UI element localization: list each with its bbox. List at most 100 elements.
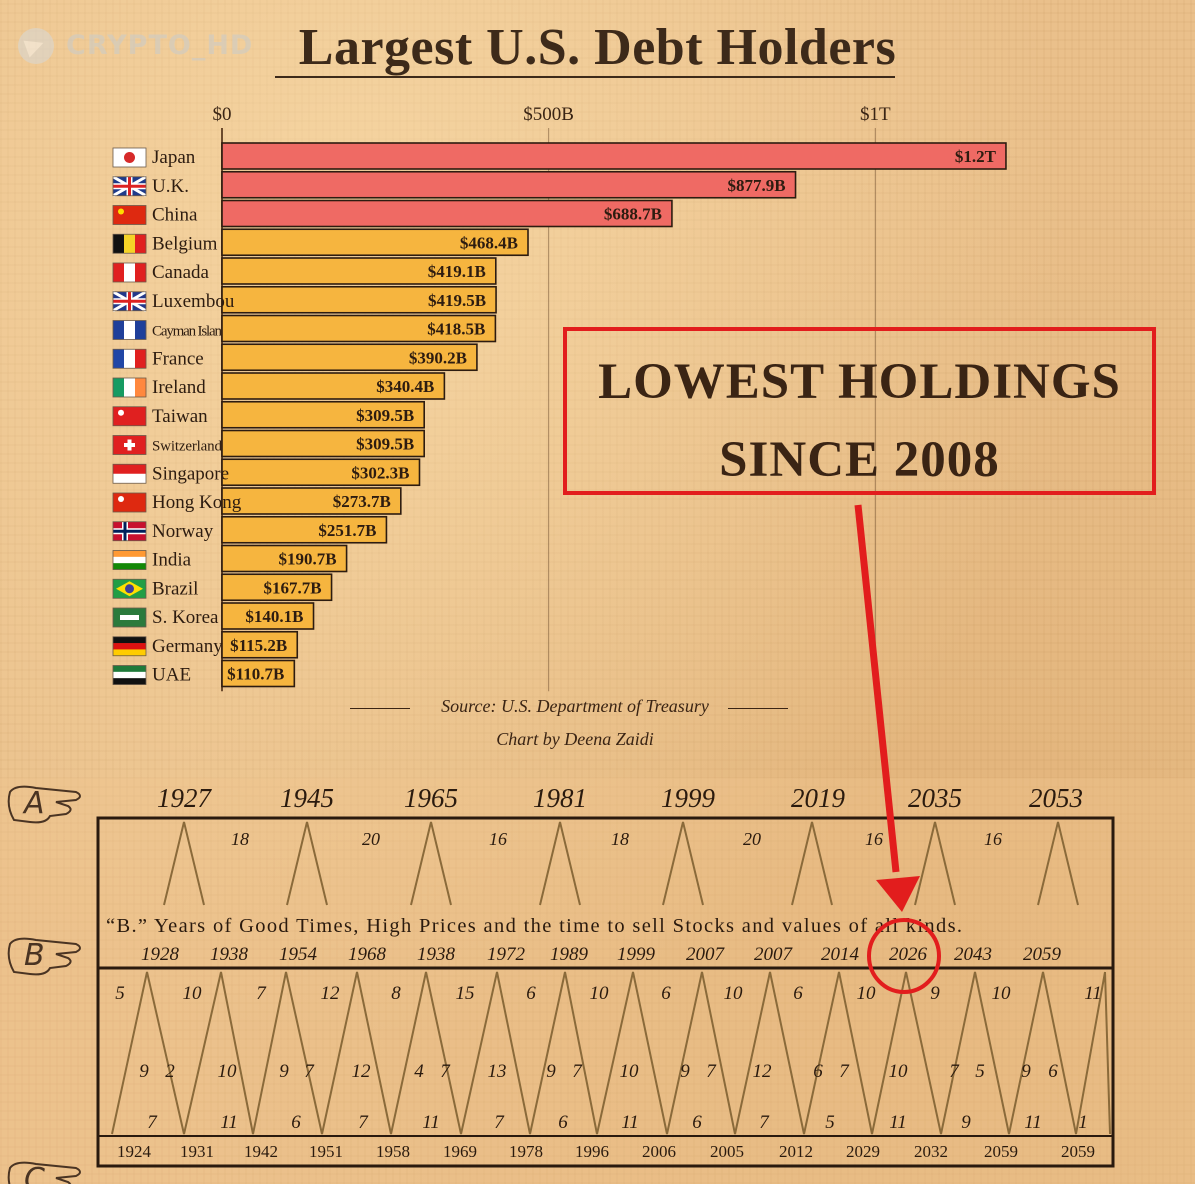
bar — [221, 257, 497, 285]
flag-icon — [112, 205, 147, 225]
category-label: Japan — [152, 147, 196, 168]
row-a-year: 1999 — [661, 783, 716, 813]
flag-icon — [112, 435, 147, 455]
chart-credit: Chart by Deena Zaidi — [496, 729, 654, 749]
source-note: Source: U.S. Department of Treasury — [441, 696, 709, 716]
flag-stripe — [113, 678, 146, 685]
bar — [221, 458, 421, 487]
flag-border — [112, 578, 147, 599]
category-label: Ireland — [152, 377, 206, 398]
bar-value-label: $110.7B — [227, 665, 284, 684]
cycle-peak — [791, 821, 833, 906]
middle-number: 10 — [889, 1061, 909, 1082]
telegram-icon — [18, 28, 54, 64]
lower-number: 7 — [358, 1112, 369, 1133]
bar — [221, 429, 425, 458]
middle-number: 9 — [139, 1061, 149, 1082]
source-rule-right — [728, 708, 788, 709]
row-c-year: 2012 — [779, 1142, 813, 1161]
flag-border — [112, 550, 147, 570]
category-label: Cayman Islan — [152, 324, 223, 340]
flag-icon — [112, 665, 147, 685]
bar-value-label: $309.5B — [356, 406, 414, 425]
category-label: Taiwan — [152, 406, 208, 427]
category-label: Norway — [152, 521, 214, 542]
flag-stripe — [124, 263, 136, 282]
row-c-year: 2032 — [914, 1142, 948, 1161]
middle-number: 7 — [440, 1061, 451, 1082]
bar — [221, 142, 1007, 170]
flag-border — [112, 521, 147, 542]
bar — [221, 630, 299, 659]
lower-number: 11 — [422, 1112, 440, 1133]
row-b-year: 1999 — [617, 944, 656, 965]
upper-number: 12 — [321, 983, 341, 1004]
flag-icon — [112, 233, 147, 254]
flag-icon — [112, 348, 147, 369]
flag-icon — [112, 578, 147, 599]
upper-number: 6 — [793, 983, 803, 1004]
flag-border — [112, 636, 147, 657]
category-label: Luxembou — [152, 291, 235, 312]
flag-border — [112, 348, 147, 369]
category-label: India — [152, 550, 192, 571]
row-c-year: 2059 — [984, 1142, 1018, 1161]
flag-stripe — [113, 636, 146, 644]
row-a-year: 1981 — [533, 783, 587, 813]
flag-border — [112, 205, 147, 225]
pointing-hand-b-icon: B — [6, 934, 86, 980]
row-a-interval: 16 — [865, 829, 883, 849]
row-c-year: 1942 — [244, 1142, 278, 1161]
bar-value-label: $340.4B — [376, 377, 434, 396]
row-b-caption: “B.” Years of Good Times, High Prices an… — [106, 915, 962, 937]
row-b-year: 2007 — [754, 944, 794, 965]
middle-number: 7 — [949, 1061, 960, 1082]
row-c-year: 2005 — [710, 1142, 744, 1161]
flag-stripe — [113, 320, 125, 340]
middle-number: 6 — [1048, 1061, 1058, 1082]
flag-border — [112, 320, 147, 340]
upper-number: 10 — [183, 983, 203, 1004]
upper-number: 7 — [256, 983, 267, 1004]
category-label: Canada — [152, 262, 210, 283]
cycle-peak — [539, 821, 581, 906]
flag-stripe — [113, 473, 146, 484]
flag-border — [112, 233, 147, 254]
row-a-interval: 20 — [743, 829, 761, 849]
row-b-year: 2014 — [821, 944, 860, 965]
row-a-letter: A — [24, 786, 45, 821]
x-tick-label: $0 — [213, 104, 232, 125]
row-c-year: 1969 — [443, 1142, 477, 1161]
flag-stripe — [124, 349, 136, 369]
row-b-year: 1938 — [417, 944, 456, 965]
bar — [221, 314, 497, 343]
bar-value-label: $273.7B — [333, 492, 391, 511]
row-a-interval: 18 — [611, 829, 629, 849]
flag-icon — [112, 290, 147, 313]
title-rule — [275, 76, 895, 78]
flag-border — [112, 665, 147, 685]
row-c-year: 1978 — [509, 1142, 543, 1161]
flag-stripe — [113, 649, 146, 657]
flag-stripe — [135, 263, 147, 282]
row-b-year: 2059 — [1023, 944, 1062, 965]
flag-stripe — [113, 378, 125, 397]
flag-stripe — [135, 378, 147, 397]
flag-emblem — [120, 615, 139, 620]
callout-arrow-head — [876, 876, 920, 912]
x-tick-label: $1T — [860, 104, 891, 125]
flag-border — [112, 492, 147, 513]
flag-stripe — [113, 556, 146, 564]
upper-number: 8 — [391, 983, 401, 1004]
bar-value-label: $390.2B — [409, 348, 467, 367]
row-a-year: 2035 — [908, 783, 962, 813]
flag-border — [112, 435, 147, 455]
bar — [221, 515, 388, 544]
highlighted-year: 2026 — [889, 944, 928, 965]
upper-number: 10 — [992, 983, 1012, 1004]
upper-number: 15 — [456, 983, 475, 1004]
cycle-peak — [163, 821, 205, 906]
bar-value-label: $419.1B — [428, 262, 486, 281]
row-b-year: 1954 — [279, 944, 318, 965]
upper-number: 5 — [115, 983, 125, 1004]
